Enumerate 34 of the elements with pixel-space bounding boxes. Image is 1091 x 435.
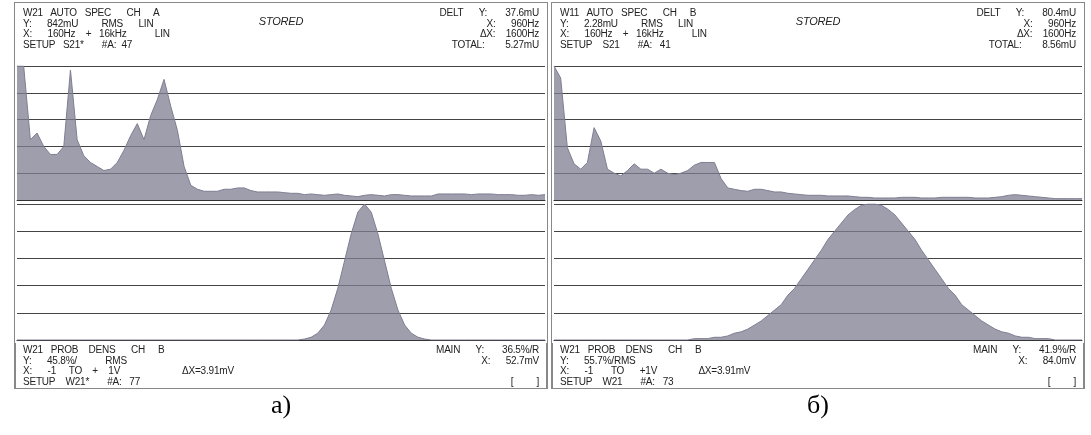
text: MAIN Y: 36.5%/R [436,344,539,355]
text: TOTAL: 5.27mU [451,38,539,50]
text: Y: 842mU RMS LIN [23,17,154,29]
text: X: 52.7mV [481,354,539,366]
text: SETUP W21 #A: 73 [560,375,674,387]
chart-title: STORED [258,15,304,27]
text: TOTAL: 8.56mU [988,38,1076,50]
text: X: -1 TO + 1V ΔX=3.91mV [23,365,234,376]
text: ΔX: 1600Hz [1016,28,1076,39]
text: W11 AUTO SPEC CH B [560,7,697,18]
text: б) [806,390,830,420]
text: X: 160Hz + 16kHz LIN [560,28,707,39]
text: SETUP S21* #A: 47 [23,38,133,50]
text: Y: 2.28mU RMS LIN [560,17,694,29]
text: DELT Y: 80.4mU [976,7,1076,18]
text: Y: 45.8%/ RMS [23,354,127,366]
text: X: 84.0mV [1018,354,1076,366]
text: [ ] [1047,375,1076,387]
text: ΔX: 1600Hz [479,28,539,39]
text: W21 PROB DENS CH B [23,344,165,355]
text: Y: 55.7%/RMS [560,354,636,366]
text: X: 960Hz [1023,17,1076,29]
text: a) [269,390,293,420]
text: SETUP W21* #A: 77 [23,375,141,387]
text: X: -1 TO +1V ΔX=3.91mV [560,365,751,376]
text: DELT Y: 37.6mU [439,7,539,18]
text: X: 160Hz + 16kHz LIN [23,28,170,39]
text: [ ] [510,375,539,387]
chart-title: STORED [795,15,841,27]
text: MAIN Y: 41.9%/R [973,344,1076,355]
text: W21 PROB DENS CH B [560,344,702,355]
text: W21 AUTO SPEC CH A [23,7,160,18]
text: SETUP S21 #A: 41 [560,38,671,50]
text: X: 960Hz [486,17,539,29]
